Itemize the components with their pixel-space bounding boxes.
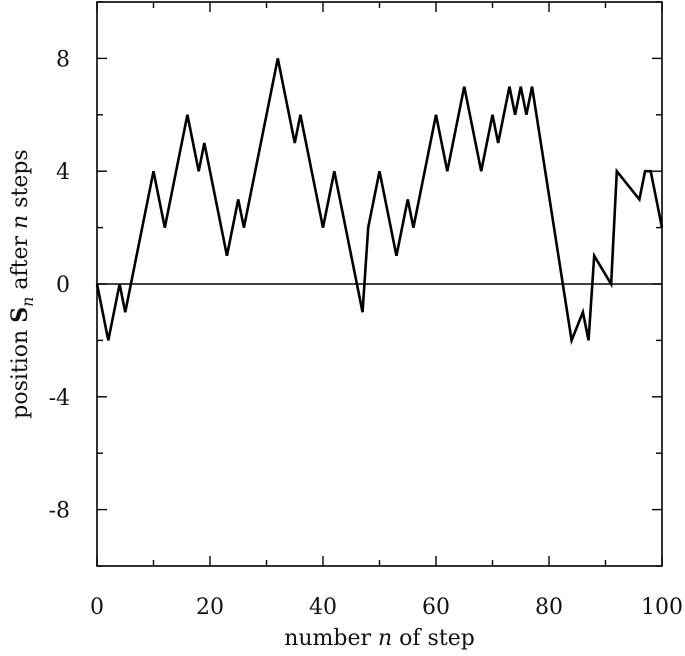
plot-frame [96, 1, 663, 567]
x-tick-label: 100 [641, 595, 683, 620]
x-title-before: number [284, 626, 378, 651]
y-title-subscript: n [18, 297, 37, 307]
y-title-middle: after [8, 229, 33, 297]
x-tick-label: 40 [309, 595, 337, 620]
y-tick-label: 4 [56, 160, 70, 185]
x-title-after: of step [392, 626, 475, 651]
y-title-var: n [8, 215, 33, 229]
y-tick-label: 8 [56, 47, 70, 72]
x-tick-label: 0 [90, 595, 104, 620]
x-tick-label: 80 [535, 595, 563, 620]
x-tick-label: 60 [422, 595, 450, 620]
y-tick-label: 0 [56, 273, 70, 298]
y-title-bold: S [7, 307, 33, 323]
x-axis-title: number n of step [284, 626, 475, 651]
series-line [95, 58, 664, 346]
x-tick-label: 20 [196, 595, 224, 620]
x-title-var: n [378, 626, 392, 651]
y-tick-label: -4 [49, 386, 70, 411]
y-axis-title: position Sn after n steps [7, 149, 37, 418]
y-tick-label: -8 [49, 499, 70, 524]
y-title-after: steps [8, 149, 33, 215]
y-title-before: position [8, 323, 33, 419]
